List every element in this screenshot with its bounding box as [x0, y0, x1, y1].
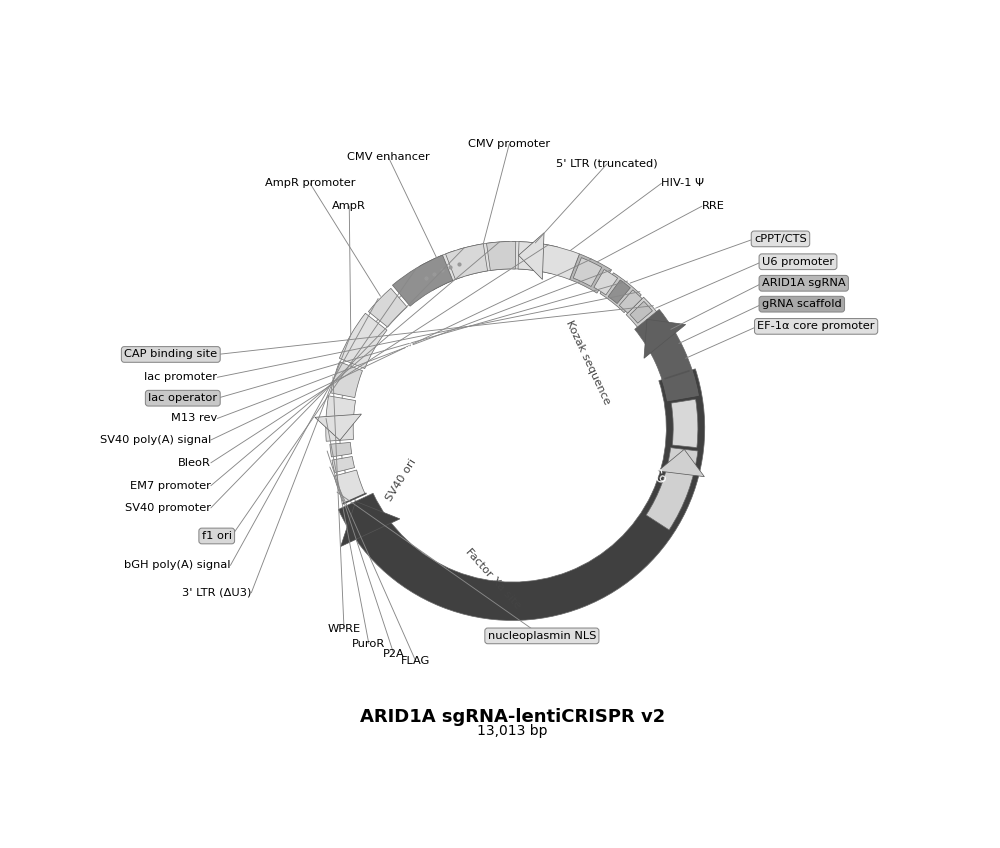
Text: P2A: P2A	[383, 649, 405, 659]
Text: Factor Xa site: Factor Xa site	[463, 546, 523, 611]
Polygon shape	[519, 233, 544, 280]
Text: lac operator: lac operator	[148, 393, 217, 403]
Polygon shape	[644, 320, 686, 358]
Text: lac promoter: lac promoter	[144, 372, 217, 382]
Text: FLAG: FLAG	[401, 656, 430, 667]
Text: CMV promoter: CMV promoter	[468, 139, 550, 149]
Text: WPRE: WPRE	[327, 624, 361, 634]
Text: 3' LTR (ΔU3): 3' LTR (ΔU3)	[182, 588, 251, 598]
Polygon shape	[315, 414, 361, 440]
Wedge shape	[332, 456, 355, 472]
Wedge shape	[331, 362, 362, 398]
Text: 5' LTR (truncated): 5' LTR (truncated)	[556, 159, 658, 169]
Text: 13,013 bp: 13,013 bp	[477, 724, 548, 739]
Wedge shape	[630, 301, 652, 323]
Wedge shape	[671, 399, 698, 448]
Text: ori: ori	[397, 339, 419, 360]
Wedge shape	[392, 255, 453, 306]
Polygon shape	[658, 449, 704, 477]
Wedge shape	[338, 369, 705, 621]
Text: ARID1A sgRNA: ARID1A sgRNA	[762, 278, 846, 288]
Text: AmpR: AmpR	[332, 201, 366, 211]
Wedge shape	[647, 326, 672, 347]
Text: gRNA scaffold: gRNA scaffold	[762, 299, 842, 310]
Text: CMV enhancer: CMV enhancer	[347, 153, 430, 162]
Text: AmpR promoter: AmpR promoter	[265, 178, 355, 188]
Wedge shape	[446, 243, 488, 280]
Wedge shape	[658, 350, 688, 376]
Wedge shape	[573, 258, 602, 287]
Wedge shape	[458, 242, 510, 276]
Text: HIV-1 Ψ: HIV-1 Ψ	[661, 178, 704, 188]
Wedge shape	[626, 297, 664, 336]
Wedge shape	[326, 396, 356, 441]
Wedge shape	[487, 242, 516, 271]
Text: Kozak sequence: Kozak sequence	[564, 319, 612, 407]
Wedge shape	[619, 290, 642, 313]
Text: cPPT/CTS: cPPT/CTS	[754, 234, 807, 244]
Wedge shape	[330, 443, 352, 457]
Wedge shape	[339, 313, 387, 369]
Text: SV40 promoter: SV40 promoter	[125, 503, 211, 513]
Text: M13 rev: M13 rev	[171, 414, 217, 423]
Text: f1 ori: f1 ori	[202, 531, 232, 541]
Text: nucleoplasmin NLS: nucleoplasmin NLS	[488, 631, 596, 641]
Wedge shape	[600, 273, 641, 313]
Text: ARID1A sgRNA-lentiCRISPR v2: ARID1A sgRNA-lentiCRISPR v2	[360, 708, 665, 726]
Text: SV40 ori: SV40 ori	[385, 457, 418, 504]
Wedge shape	[570, 254, 611, 293]
Wedge shape	[554, 250, 576, 276]
Wedge shape	[419, 251, 463, 290]
Text: SV40 poly(A) signal: SV40 poly(A) signal	[100, 435, 211, 445]
Text: RRE: RRE	[702, 201, 725, 211]
Text: PuroR: PuroR	[352, 639, 385, 649]
Wedge shape	[518, 242, 579, 280]
Wedge shape	[608, 280, 630, 304]
Text: EF-1α core promoter: EF-1α core promoter	[757, 321, 875, 332]
Wedge shape	[654, 338, 678, 358]
Text: EM7 promoter: EM7 promoter	[130, 481, 211, 491]
Wedge shape	[334, 470, 365, 504]
Text: U6 promoter: U6 promoter	[762, 257, 834, 267]
Wedge shape	[594, 270, 618, 295]
Wedge shape	[368, 288, 407, 327]
Text: bGH poly(A) signal: bGH poly(A) signal	[124, 561, 230, 571]
Text: BleoR: BleoR	[178, 458, 211, 468]
Polygon shape	[341, 501, 400, 546]
Text: CAP binding site: CAP binding site	[124, 349, 217, 360]
Wedge shape	[635, 310, 698, 401]
Wedge shape	[646, 448, 698, 530]
Wedge shape	[512, 242, 558, 274]
Text: Cas9: Cas9	[646, 450, 667, 485]
